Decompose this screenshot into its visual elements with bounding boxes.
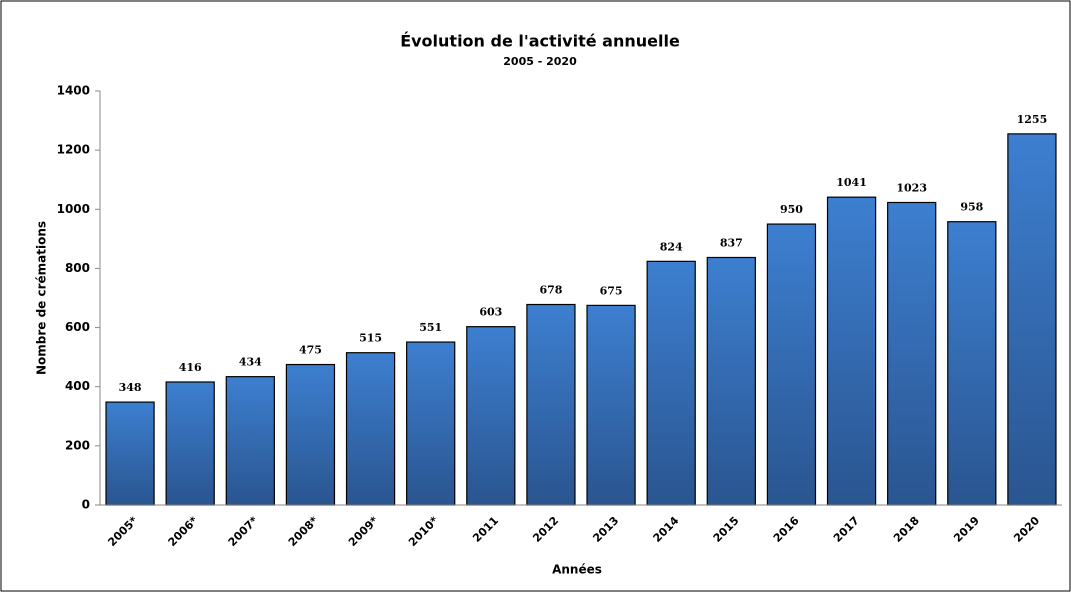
bar — [1007, 133, 1057, 506]
value-label: 678 — [539, 284, 562, 297]
bar — [225, 376, 275, 506]
bar — [466, 326, 516, 506]
value-label: 1255 — [1017, 113, 1048, 126]
chart-subtitle: 2005 - 2020 — [503, 55, 577, 68]
y-tick-label: 1400 — [57, 84, 90, 98]
value-label: 551 — [419, 321, 442, 334]
y-tick-label: 200 — [65, 438, 90, 452]
value-label: 958 — [960, 201, 983, 214]
bar — [766, 223, 817, 506]
value-label: 416 — [179, 361, 202, 374]
y-tick-label: 1200 — [57, 143, 90, 157]
y-tick-label: 600 — [65, 320, 90, 334]
value-label: 824 — [660, 240, 683, 253]
y-tick-label: 1000 — [57, 202, 90, 216]
value-label: 603 — [479, 306, 502, 319]
value-label: 675 — [600, 284, 623, 297]
y-tick-label: 400 — [65, 379, 90, 393]
bar — [105, 401, 155, 506]
x-axis-label: Années — [552, 563, 602, 577]
bar — [586, 304, 636, 506]
bar — [887, 201, 937, 506]
chart-title: Évolution de l'activité annuelle — [400, 32, 680, 51]
value-label: 348 — [119, 381, 142, 394]
y-tick-label: 0 — [82, 498, 90, 512]
bar — [345, 352, 396, 506]
bar — [706, 256, 756, 506]
y-tick-label: 800 — [65, 261, 90, 275]
bar — [285, 363, 336, 506]
bar — [165, 381, 215, 506]
bar — [947, 221, 997, 506]
y-axis-label: Nombre de crémations — [35, 221, 49, 375]
bar — [406, 341, 456, 506]
value-label: 950 — [780, 203, 803, 216]
value-label: 1023 — [896, 181, 927, 194]
value-label: 434 — [239, 356, 262, 369]
value-label: 1041 — [836, 176, 867, 189]
bar — [826, 196, 877, 506]
bar — [646, 260, 696, 506]
value-label: 475 — [299, 344, 322, 357]
bar — [526, 303, 576, 506]
value-label: 515 — [359, 332, 382, 345]
value-label: 837 — [720, 236, 743, 249]
